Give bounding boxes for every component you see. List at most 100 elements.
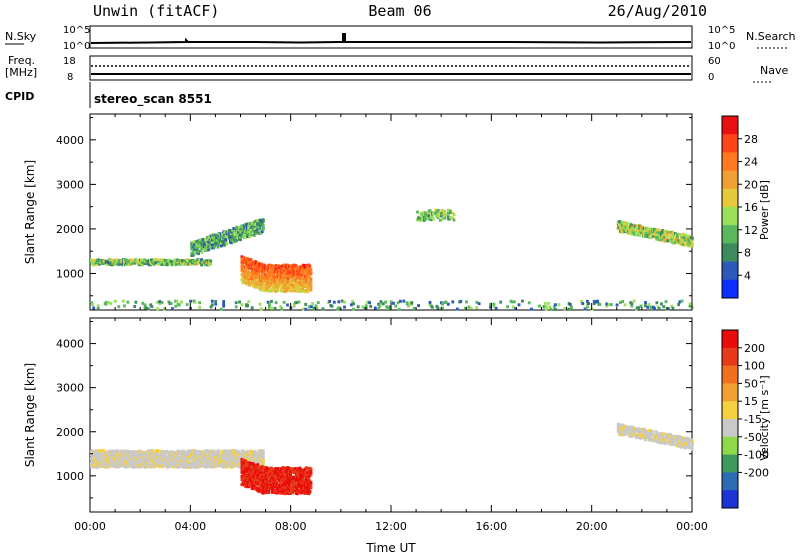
data-cell — [428, 300, 432, 304]
data-cell — [189, 457, 192, 461]
data-cell — [635, 427, 638, 431]
data-cell — [273, 286, 277, 290]
data-cell — [407, 304, 410, 308]
data-cell — [109, 458, 113, 461]
data-cell — [352, 307, 355, 311]
data-cell — [434, 208, 438, 212]
data-cell — [141, 462, 144, 466]
data-cell — [204, 237, 207, 241]
data-cell — [684, 446, 687, 450]
data-cell — [281, 474, 285, 478]
data-cell — [104, 302, 108, 306]
data-cell — [617, 423, 621, 427]
data-cell — [221, 240, 224, 243]
data-cell — [285, 266, 289, 270]
data-cell — [279, 305, 283, 309]
data-cell — [239, 238, 242, 242]
data-cell — [189, 299, 192, 303]
data-cell — [249, 277, 253, 281]
data-cell — [388, 305, 392, 309]
data-cell — [102, 259, 106, 263]
data-cell — [655, 301, 659, 305]
data-cell — [686, 234, 690, 238]
data-cell — [684, 239, 687, 242]
data-cell — [143, 303, 147, 307]
data-cell — [290, 488, 294, 492]
data-cell — [178, 465, 182, 469]
data-cell — [174, 304, 178, 308]
data-cell — [286, 276, 290, 280]
data-cell — [96, 307, 100, 311]
data-cell — [250, 449, 254, 453]
data-cell — [420, 211, 424, 215]
data-cell — [228, 449, 232, 453]
freq-label: Freq. — [8, 54, 35, 67]
data-cell — [224, 240, 228, 244]
data-cell — [107, 301, 110, 305]
data-cell — [171, 307, 174, 311]
data-cell — [192, 251, 196, 255]
data-cell — [635, 429, 638, 433]
data-cell — [263, 263, 266, 267]
data-cell — [100, 449, 103, 453]
data-cell — [424, 216, 427, 220]
data-cell — [141, 464, 144, 468]
data-cell — [277, 264, 281, 268]
data-cell — [259, 223, 263, 227]
data-cell — [205, 463, 208, 467]
data-cell — [159, 456, 163, 459]
data-cell — [304, 307, 308, 311]
cpid-value: stereo_scan 8551 — [94, 92, 212, 107]
y-tick-label: 4000 — [56, 134, 84, 147]
data-cell — [256, 463, 260, 467]
data-cell — [688, 304, 692, 308]
data-cell — [615, 303, 619, 307]
data-cell — [217, 460, 221, 464]
data-cell — [261, 454, 265, 458]
data-cell — [427, 214, 431, 217]
colorbar-swatch — [722, 279, 738, 299]
data-cell — [296, 288, 299, 291]
data-cell — [310, 305, 313, 309]
data-cell — [598, 303, 602, 307]
data-cell — [223, 243, 227, 247]
data-cell — [236, 230, 240, 234]
data-cell — [238, 226, 241, 230]
data-cell — [309, 277, 313, 281]
data-cell — [436, 306, 440, 310]
data-cell — [679, 237, 683, 241]
data-cell — [232, 227, 236, 231]
data-cell — [314, 304, 318, 308]
data-cell — [199, 457, 203, 461]
data-cell — [305, 277, 308, 281]
data-cell — [268, 287, 272, 291]
data-cell — [452, 218, 456, 222]
data-cell — [254, 450, 257, 454]
data-cell — [506, 305, 509, 309]
data-cell — [288, 484, 291, 487]
data-cell — [158, 300, 162, 304]
data-cell — [621, 300, 625, 303]
data-cell — [315, 306, 319, 310]
data-cell — [632, 299, 636, 303]
data-cell — [644, 429, 647, 433]
cpid-panel: CPID stereo_scan 8551 — [5, 82, 212, 108]
data-cell — [492, 305, 496, 308]
data-cell — [241, 262, 245, 266]
data-cell — [510, 300, 514, 304]
data-cell — [284, 481, 288, 485]
data-cell — [451, 216, 455, 220]
data-cell — [301, 477, 305, 480]
data-cell — [337, 306, 341, 310]
data-cell — [150, 305, 154, 308]
colorbar-swatch — [722, 472, 738, 491]
data-cell — [153, 457, 157, 461]
data-cell — [202, 461, 206, 465]
data-cell — [664, 300, 668, 304]
data-cell — [678, 443, 682, 447]
data-cell — [247, 300, 251, 304]
beam-title: Beam 06 — [368, 2, 431, 20]
data-cell — [251, 226, 255, 230]
data-cell — [350, 303, 353, 307]
data-cell — [242, 233, 246, 237]
